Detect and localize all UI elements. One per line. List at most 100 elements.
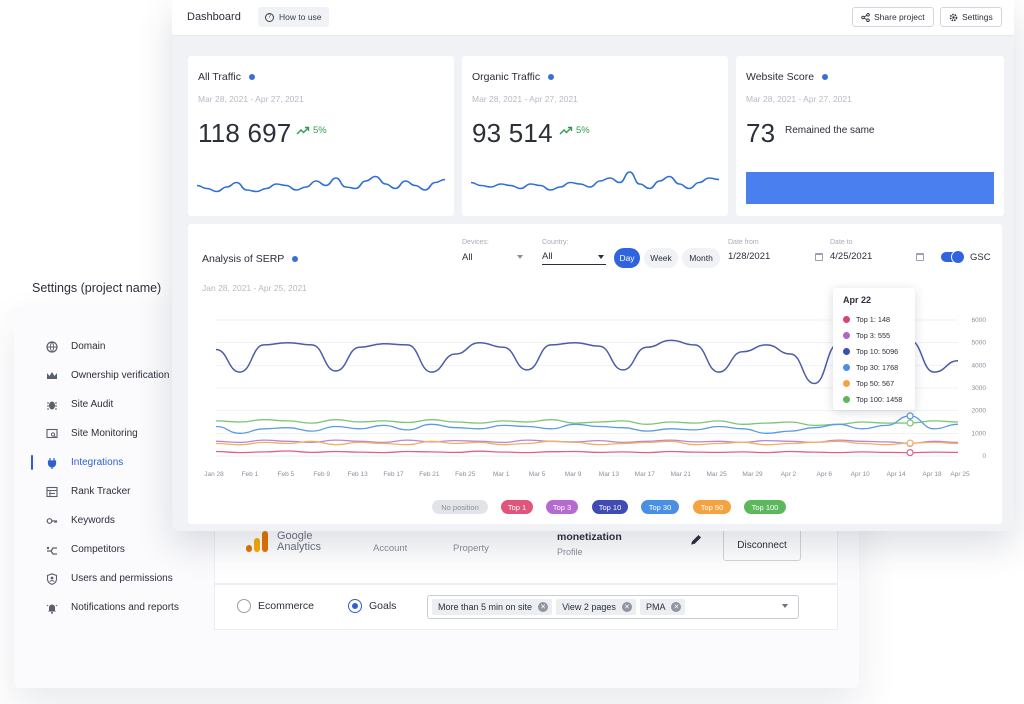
key-icon xyxy=(46,515,58,527)
country-label: Country: xyxy=(542,239,569,246)
serp-dates: Jan 28, 2021 - Apr 25, 2021 xyxy=(202,283,307,293)
series-line-top100[interactable] xyxy=(215,419,959,427)
goals-multiselect[interactable]: More than 5 min on site ✕ View 2 pages ✕ P… xyxy=(427,595,799,619)
goal-chip[interactable]: View 2 pages ✕ xyxy=(556,599,636,615)
x-tick-label: Feb 21 xyxy=(419,471,440,478)
sidebar-item-label: Integrations xyxy=(71,457,124,468)
profile-field[interactable]: monetization Profile xyxy=(557,531,622,557)
trend-up-icon xyxy=(296,126,310,135)
y-tick-label: 4000 xyxy=(972,362,987,369)
google-analytics-logo: Google Analytics xyxy=(245,531,321,553)
date-from-input[interactable]: 1/28/2021 xyxy=(728,251,771,262)
disconnect-button[interactable]: Disconnect xyxy=(723,529,801,561)
competitors-icon xyxy=(46,544,58,556)
sidebar-item-rank-tracker[interactable]: Rank Tracker xyxy=(30,477,200,506)
account-label[interactable]: Account xyxy=(373,543,408,554)
remove-chip-icon[interactable]: ✕ xyxy=(671,602,682,612)
sidebar-item-integrations[interactable]: Integrations xyxy=(30,448,200,477)
settings-button[interactable]: Settings xyxy=(940,7,1002,27)
radio-dot xyxy=(348,599,362,613)
chevron-down-icon[interactable] xyxy=(782,604,788,608)
analytics-bars-icon xyxy=(246,531,268,552)
chevron-down-icon[interactable] xyxy=(598,255,604,259)
share-project-button[interactable]: Share project xyxy=(852,7,934,27)
x-tick-label: Mar 1 xyxy=(493,471,510,478)
organic-traffic-card[interactable]: Organic Traffic Mar 28, 2021 - Apr 27, 2… xyxy=(462,56,728,216)
devices-select[interactable]: All xyxy=(462,252,473,263)
x-tick-label: Feb 9 xyxy=(313,471,330,478)
y-tick-label: 0 xyxy=(982,453,986,460)
trend-up-icon xyxy=(559,126,573,135)
radio-ecommerce-label: Ecommerce xyxy=(258,600,315,612)
tooltip-row: Top 30: 1768 xyxy=(843,363,898,372)
calendar-icon[interactable] xyxy=(916,253,924,261)
period-week-button[interactable]: Week xyxy=(644,248,678,268)
period-day-button[interactable]: Day xyxy=(614,248,640,268)
chart-tooltip: Apr 22 Top 1: 148 Top 3: 555 Top 10: 509… xyxy=(833,288,915,410)
website-score-card[interactable]: Website Score Mar 28, 2021 - Apr 27, 202… xyxy=(736,56,1004,216)
y-tick-label: 3000 xyxy=(972,385,987,392)
radio-goals[interactable]: Goals xyxy=(348,599,396,613)
x-tick-label: Feb 17 xyxy=(383,471,404,478)
legend-top50[interactable]: Top 50 xyxy=(693,500,731,514)
info-icon[interactable] xyxy=(822,74,829,80)
tooltip-row-label: Top 10: 5096 xyxy=(856,347,899,356)
legend-no-position[interactable]: No position xyxy=(432,500,488,514)
sidebar-item-label: Ownership verification xyxy=(71,370,170,381)
goal-chip[interactable]: More than 5 min on site ✕ xyxy=(432,599,553,615)
series-line-top1[interactable] xyxy=(215,450,959,454)
share-icon xyxy=(861,12,870,22)
sidebar-item-keywords[interactable]: Keywords xyxy=(30,506,200,535)
serp-title: Analysis of SERP xyxy=(202,253,285,265)
chevron-down-icon[interactable] xyxy=(517,255,523,259)
how-to-use-label: How to use xyxy=(279,12,322,22)
country-select[interactable]: All xyxy=(542,251,606,265)
sidebar-item-site-audit[interactable]: Site Audit xyxy=(30,390,200,419)
legend-top10[interactable]: Top 10 xyxy=(592,500,628,514)
goal-chip[interactable]: PMA ✕ xyxy=(639,599,686,615)
series-line-top30[interactable] xyxy=(215,415,959,434)
sidebar-item-label: Site Monitoring xyxy=(71,428,138,439)
date-to-input[interactable]: 4/25/2021 xyxy=(830,251,873,262)
sidebar-item-notifications[interactable]: Notifications and reports xyxy=(30,593,200,622)
how-to-use-button[interactable]: ? How to use xyxy=(258,7,329,27)
sidebar-item-site-monitoring[interactable]: Site Monitoring xyxy=(30,419,200,448)
goal-chip-label: PMA xyxy=(645,602,666,612)
x-tick-label: Apr 14 xyxy=(887,471,907,478)
sidebar-item-users[interactable]: Users and permissions xyxy=(30,564,200,593)
plug-icon xyxy=(46,457,58,469)
info-icon[interactable] xyxy=(548,74,555,80)
remove-chip-icon[interactable]: ✕ xyxy=(538,602,549,612)
info-icon[interactable] xyxy=(248,74,255,80)
calendar-icon[interactable] xyxy=(815,253,823,261)
legend-top3[interactable]: Top 3 xyxy=(546,500,578,514)
card-dates: Mar 28, 2021 - Apr 27, 2021 xyxy=(746,94,852,104)
legend-top1[interactable]: Top 1 xyxy=(501,500,533,514)
radio-dot xyxy=(237,599,251,613)
all-traffic-card[interactable]: All Traffic Mar 28, 2021 - Apr 27, 2021 … xyxy=(188,56,454,216)
monitor-search-icon xyxy=(46,428,58,440)
devices-label: Devices: xyxy=(462,239,489,246)
ga-brand-line1: Google xyxy=(277,530,313,542)
tooltip-row-label: Top 30: 1768 xyxy=(856,363,899,372)
series-line-top3[interactable] xyxy=(215,439,959,445)
dashboard-topbar: Dashboard ? How to use Share project Set… xyxy=(172,0,1014,36)
legend-top30[interactable]: Top 30 xyxy=(641,500,679,514)
gsc-toggle[interactable] xyxy=(941,250,965,264)
hover-point xyxy=(906,419,914,427)
period-month-button[interactable]: Month xyxy=(682,248,720,268)
tooltip-row-label: Top 100: 1458 xyxy=(856,395,903,404)
legend-top100[interactable]: Top 100 xyxy=(744,500,786,514)
radio-ecommerce[interactable]: Ecommerce xyxy=(237,599,314,613)
profile-label: Profile xyxy=(557,547,583,557)
sidebar-item-ownership[interactable]: Ownership verification xyxy=(30,361,200,390)
property-label[interactable]: Property xyxy=(453,543,489,554)
sidebar-item-domain[interactable]: Domain xyxy=(30,332,200,361)
delta-value: 5% xyxy=(313,125,327,136)
series-line-top50[interactable] xyxy=(215,440,959,446)
remove-chip-icon[interactable]: ✕ xyxy=(621,602,632,612)
info-icon[interactable] xyxy=(292,256,299,262)
sidebar-item-competitors[interactable]: Competitors xyxy=(30,535,200,564)
serp-analysis-card: Analysis of SERP Jan 28, 2021 - Apr 25, … xyxy=(188,224,1002,524)
edit-pencil-icon[interactable] xyxy=(689,533,703,552)
